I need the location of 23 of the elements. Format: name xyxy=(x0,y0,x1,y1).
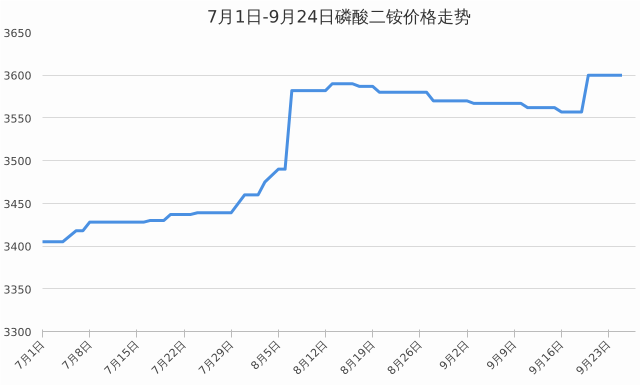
x-tick-label: 8月12日 xyxy=(290,338,330,378)
line-series xyxy=(42,74,624,244)
chart-title: 7月1日-9月24日磷酸二铵价格走势 xyxy=(206,8,472,28)
y-tick-label: 3550 xyxy=(4,112,32,126)
y-tick-label: 3600 xyxy=(4,70,32,83)
x-tick-label: 7月1日 xyxy=(12,338,48,373)
y-tick-label: 3350 xyxy=(4,283,32,296)
y-tick-label: 3500 xyxy=(4,155,32,168)
x-tick-label: 9月16日 xyxy=(526,338,566,378)
x-tick-label: 9月2日 xyxy=(436,338,472,373)
x-tick-label: 8月19日 xyxy=(338,338,378,378)
x-tick-label: 7月15日 xyxy=(102,338,142,378)
x-tick-label: 7月22日 xyxy=(149,338,189,378)
x-tick-label: 9月9日 xyxy=(484,338,519,373)
x-tick-label: 8月26日 xyxy=(384,338,424,378)
x-tick-label: 7月29日 xyxy=(196,338,236,378)
y-tick-label: 3650 xyxy=(4,27,32,40)
y-tick-label: 3300 xyxy=(4,326,32,339)
y-tick-label: 3400 xyxy=(4,240,32,254)
x-tick-label: 8月5日 xyxy=(248,338,283,373)
y-tick-label: 3450 xyxy=(4,198,32,211)
x-tick-label: 9月23日 xyxy=(574,338,614,378)
x-tick-label: 7月8日 xyxy=(60,338,94,373)
